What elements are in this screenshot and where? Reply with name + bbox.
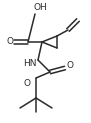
Text: HN: HN <box>23 59 37 68</box>
Text: OH: OH <box>33 3 47 13</box>
Text: O: O <box>23 79 30 89</box>
Text: O: O <box>67 62 74 70</box>
Text: O: O <box>6 38 13 46</box>
